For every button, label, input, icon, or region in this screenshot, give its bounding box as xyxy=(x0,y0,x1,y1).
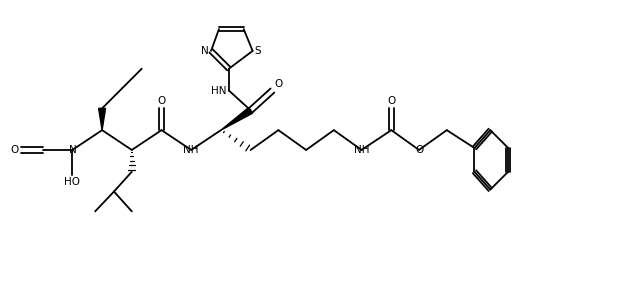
Text: O: O xyxy=(415,145,423,155)
Text: O: O xyxy=(11,145,19,155)
Polygon shape xyxy=(98,108,105,130)
Text: NH: NH xyxy=(354,145,370,155)
Text: S: S xyxy=(255,46,261,56)
Text: N: N xyxy=(69,145,76,155)
Text: O: O xyxy=(157,96,166,106)
Text: O: O xyxy=(274,79,283,88)
Text: N: N xyxy=(201,46,209,56)
Polygon shape xyxy=(221,108,253,130)
Text: O: O xyxy=(387,96,396,106)
Text: NH: NH xyxy=(184,145,199,155)
Text: HO: HO xyxy=(64,177,81,187)
Text: HN: HN xyxy=(211,86,227,96)
